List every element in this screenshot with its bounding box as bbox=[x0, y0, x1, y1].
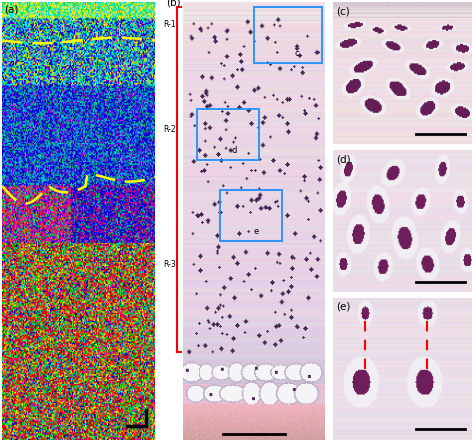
Text: (b): (b) bbox=[166, 0, 181, 7]
Text: c: c bbox=[294, 49, 299, 58]
Text: d: d bbox=[231, 146, 237, 155]
Text: R-2: R-2 bbox=[163, 125, 175, 133]
Text: R-1: R-1 bbox=[163, 19, 175, 29]
Text: (c): (c) bbox=[336, 7, 350, 16]
Text: (e): (e) bbox=[336, 302, 350, 312]
Text: (a): (a) bbox=[4, 4, 18, 15]
Text: (d): (d) bbox=[336, 154, 351, 164]
Bar bbox=[254, 7, 321, 64]
Bar bbox=[220, 191, 282, 241]
Text: R-3: R-3 bbox=[163, 260, 175, 269]
Bar bbox=[197, 110, 259, 160]
Text: e: e bbox=[254, 227, 259, 236]
